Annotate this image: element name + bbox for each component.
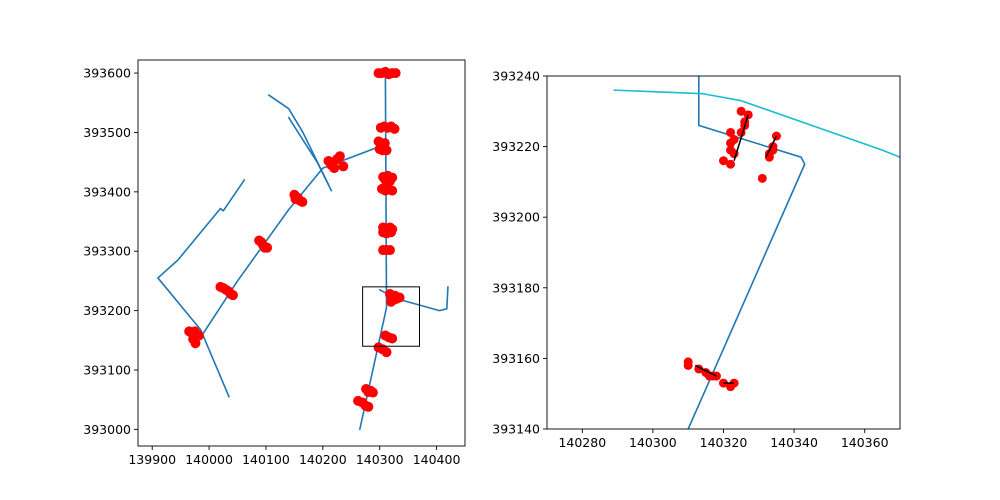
overview-y-tick-label: 393600 [83,66,131,81]
overview-point [390,68,401,79]
overview-point [387,185,398,196]
zoom-segment-2 [694,364,717,377]
zoom-line-1 [687,124,806,429]
zoom-y-tick-label: 393140 [492,422,540,437]
overview-point [386,296,397,307]
overview-point [227,290,238,301]
zoom-x-tick-label: 140360 [841,435,889,450]
overview-y-tick-label: 393500 [83,125,131,140]
overview-point [367,387,378,398]
zoom-point [726,127,736,137]
overview-x-tick-label: 140200 [299,452,347,467]
zoom-plot: 140280 140300 140320 140340 140360 393140 3931… [492,69,901,450]
overview-x-tick-label: 140400 [413,452,461,467]
zoom-x-tick-label: 140340 [770,435,818,450]
overview-axes-frame [137,59,466,447]
zoom-y-tick-label: 393240 [492,69,540,84]
zoom-segment-0 [733,114,749,161]
overview-x-tick-label: 140000 [185,452,233,467]
zoom-segment-1 [765,135,778,158]
zoom-line-2 [613,89,900,158]
overview-x-tick-label: 140100 [242,452,290,467]
zoom-y-tick-label: 393160 [492,351,540,366]
overview-plot: 139900 140000 140100 140200 140300 140400 3930… [83,59,466,467]
overview-point [363,401,374,412]
overview-point [329,163,340,174]
overview-y-tick-label: 393100 [83,362,131,377]
overview-y-tick-label: 393000 [83,422,131,437]
overview-x-tick-label: 140300 [356,452,404,467]
overview-y-tick-label: 393200 [83,303,131,318]
overview-inset-box [362,286,421,347]
overview-point [262,242,273,253]
overview-point [386,227,397,238]
zoom-point [736,106,746,116]
overview-y-tick-label: 393300 [83,244,131,259]
overview-point [381,347,392,358]
overview-line-2 [157,179,246,398]
overview-point [384,245,395,256]
overview-point [338,161,349,172]
zoom-y-tick-label: 393220 [492,139,540,154]
zoom-point [726,138,736,148]
overview-plot-area [157,66,449,431]
overview-line-1 [287,116,333,192]
zoom-point [726,159,736,169]
zoom-x-tick-label: 140320 [700,435,748,450]
overview-point [190,338,201,349]
overview-x-tick-label: 139900 [128,452,176,467]
zoom-point [719,156,728,166]
zoom-x-tick-label: 140280 [558,435,606,450]
overview-point [334,151,345,162]
overview-point [387,172,398,183]
overview-point [387,333,398,344]
zoom-y-tick-label: 393180 [492,280,540,295]
zoom-y-tick-label: 393200 [492,210,540,225]
overview-point [394,292,405,303]
overview-point [381,145,392,156]
overview-point [297,196,308,207]
zoom-point [683,360,693,370]
zoom-x-tick-label: 140300 [629,435,677,450]
zoom-point [757,173,767,183]
zoom-plot-area [613,76,900,429]
overview-point [389,123,400,134]
overview-line-3 [194,143,387,348]
overview-y-tick-label: 393400 [83,184,131,199]
